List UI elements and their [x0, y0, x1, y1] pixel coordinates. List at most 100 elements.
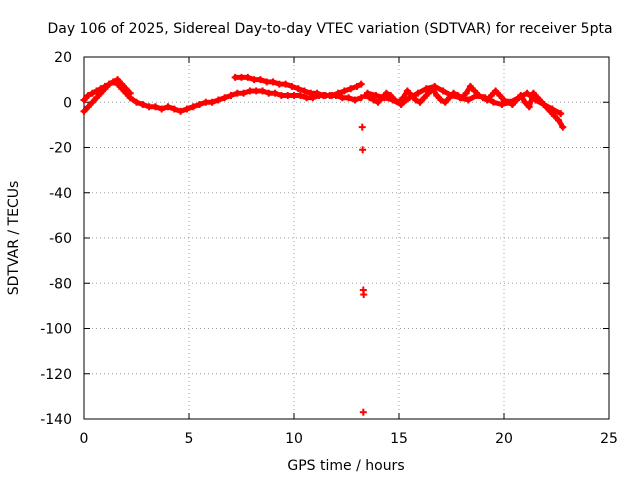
- y-axis-label: SDTVAR / TECUs: [6, 181, 22, 296]
- data-point: [233, 89, 241, 97]
- data-point: [370, 96, 378, 104]
- y-tick-label: -100: [40, 322, 72, 338]
- data-point: [101, 85, 109, 93]
- data-point: [338, 94, 346, 102]
- data-point: [275, 80, 283, 88]
- y-tick-label: -80: [49, 276, 72, 292]
- data-point: [456, 94, 464, 102]
- data-point: [164, 103, 172, 111]
- data-point: [88, 89, 96, 97]
- data-point: [282, 80, 290, 88]
- data-point: [515, 94, 523, 102]
- data-point: [471, 87, 479, 95]
- data-point: [303, 94, 311, 102]
- data-point: [548, 105, 556, 113]
- data-point: [490, 98, 497, 106]
- data-point: [240, 89, 248, 97]
- y-tick-label: -120: [40, 367, 72, 383]
- data-point: [80, 96, 88, 104]
- data-point: [183, 105, 191, 113]
- data-point: [506, 98, 514, 106]
- data-point: [364, 89, 371, 97]
- data-point: [437, 96, 445, 104]
- data-point: [271, 89, 279, 97]
- data-point: [84, 91, 92, 99]
- data-point: [80, 107, 88, 115]
- x-axis-label: GPS time / hours: [287, 458, 404, 474]
- data-point: [208, 98, 216, 106]
- data-point: [93, 94, 101, 102]
- data-point: [439, 87, 447, 95]
- y-tick-label: -40: [49, 186, 72, 202]
- data-point: [431, 82, 439, 90]
- data-point: [340, 87, 348, 95]
- axis-ticks: [83, 56, 610, 420]
- data-point: [288, 82, 296, 90]
- data-point: [246, 87, 254, 95]
- data-point: [214, 96, 222, 104]
- data-point: [496, 91, 504, 99]
- y-tick-label: 0: [63, 95, 72, 111]
- data-point: [269, 78, 277, 86]
- data-point: [473, 91, 481, 99]
- data-point: [466, 82, 474, 90]
- data-point: [359, 146, 367, 154]
- data-point: [196, 101, 203, 109]
- data-point: [389, 96, 397, 104]
- x-tick-label: 10: [285, 431, 303, 447]
- x-tick-label: 20: [495, 431, 513, 447]
- data-point: [559, 123, 567, 131]
- data-point: [521, 98, 529, 106]
- data-point: [433, 91, 441, 99]
- data-point: [332, 91, 340, 99]
- data-point: [557, 110, 565, 118]
- data-point: [84, 103, 92, 111]
- data-point: [151, 103, 159, 111]
- data-point: [252, 87, 260, 95]
- data-point: [448, 91, 455, 99]
- data-point: [93, 87, 101, 95]
- data-point: [347, 85, 355, 93]
- data-point: [397, 101, 405, 109]
- data-point: [422, 85, 430, 93]
- data-point: [139, 101, 147, 109]
- y-tick-labels: 20 0 -20 -40 -60 -80 -100 -120 -140: [40, 50, 72, 428]
- x-tick-label: 5: [185, 431, 194, 447]
- data-point: [88, 98, 96, 106]
- data-point: [481, 94, 489, 102]
- data-point: [403, 87, 411, 95]
- data-point: [550, 112, 558, 120]
- data-point: [307, 89, 315, 97]
- data-point: [145, 103, 153, 111]
- data-point: [284, 91, 292, 99]
- data-point: [441, 98, 449, 106]
- data-point: [357, 80, 365, 88]
- data-point: [105, 80, 113, 88]
- x-tick-label: 15: [390, 431, 408, 447]
- data-point: [109, 78, 117, 86]
- data-point: [158, 105, 166, 113]
- x-tick-labels: 0 5 10 15 20 25: [80, 431, 618, 447]
- data-point: [424, 89, 432, 97]
- grid-lines: [84, 57, 609, 419]
- data-point: [360, 291, 368, 299]
- data-point: [277, 91, 285, 99]
- data-point: [372, 91, 380, 99]
- data-point: [231, 73, 239, 81]
- data-point: [382, 89, 390, 97]
- data-point: [523, 89, 531, 97]
- data-point: [313, 89, 321, 97]
- series-sdtvar-trace-d: [365, 83, 564, 117]
- data-point: [532, 96, 539, 104]
- x-tick-label: 25: [600, 431, 618, 447]
- data-point: [263, 78, 271, 86]
- data-point: [133, 98, 140, 106]
- data-point: [380, 94, 388, 102]
- data-point: [122, 85, 130, 93]
- data-point: [221, 94, 229, 102]
- data-point: [326, 91, 334, 99]
- y-tick-label: 20: [54, 50, 72, 66]
- data-point: [420, 94, 428, 102]
- data-point: [319, 91, 327, 99]
